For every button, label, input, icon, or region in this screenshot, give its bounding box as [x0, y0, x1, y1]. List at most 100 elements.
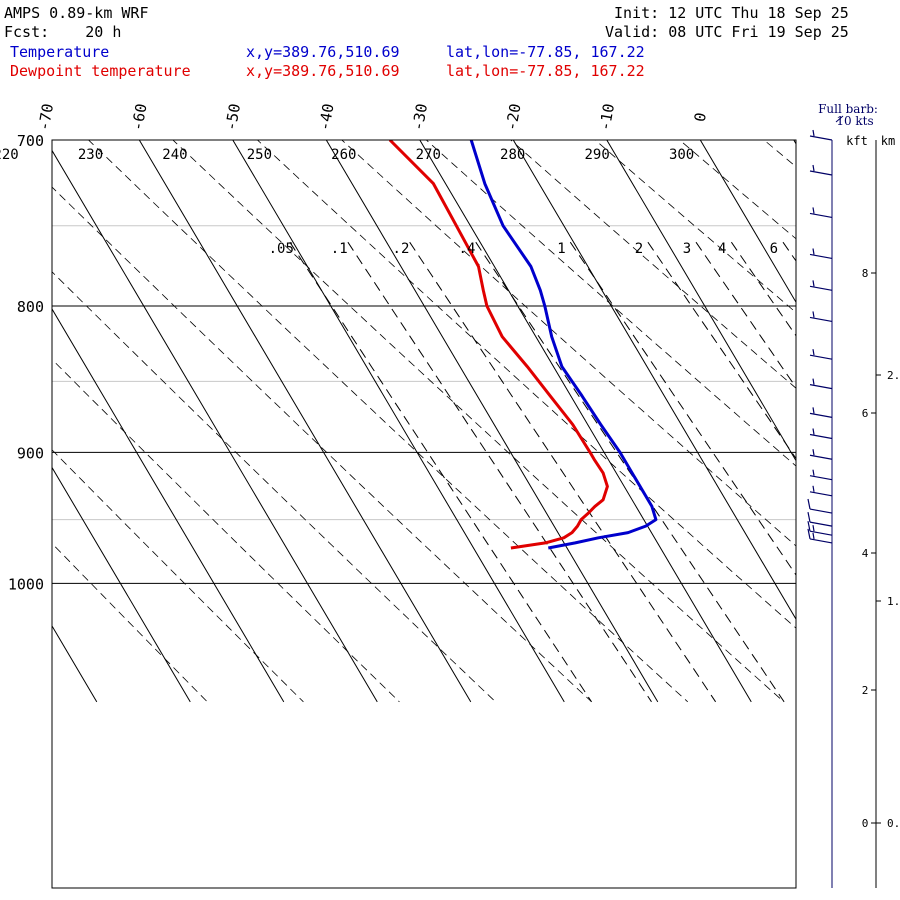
wind-barb-half	[812, 449, 815, 456]
dry-adiabat-line	[52, 186, 592, 703]
dry-adiabat-label: 300	[669, 147, 694, 163]
kft-tick-label: 0	[862, 817, 869, 830]
wind-barb-half	[812, 407, 815, 414]
kft-tick-label: 4	[862, 547, 869, 560]
isotherm-line	[512, 140, 796, 621]
pressure-tick-label: 800	[17, 298, 44, 316]
wind-barb-half	[812, 428, 815, 435]
dry-adiabat-line	[52, 449, 304, 703]
dry-adiabat-line	[87, 140, 688, 703]
mixing-ratio-label: 1	[557, 241, 565, 257]
mixing-ratio-label: 3	[683, 241, 691, 257]
isotherm-label: -30	[409, 102, 431, 132]
wind-barb-staff	[809, 135, 833, 141]
mixing-ratio-line	[782, 241, 796, 262]
wind-barb-staff	[809, 508, 833, 514]
kft-tick-label: 2	[862, 684, 869, 697]
mixing-ratio-label: 2	[635, 241, 643, 257]
legend-temperature-latlon: lat,lon=-77.85, 167.22	[446, 43, 645, 61]
wind-barb	[809, 449, 833, 460]
km-tick-label: 1.	[887, 595, 900, 608]
barb-legend-sample	[835, 115, 844, 123]
pressure-tick-label: 900	[17, 444, 44, 462]
wind-barb	[809, 428, 833, 440]
wind-barb-half	[812, 349, 815, 356]
dry-adiabat-line	[341, 140, 796, 547]
wind-barb-half	[812, 532, 815, 540]
legend-dewpoint-label: Dewpoint temperature	[10, 62, 191, 80]
wind-barb	[809, 469, 833, 481]
mixing-ratio-line	[347, 241, 652, 703]
wind-barb-half	[812, 311, 815, 318]
wind-barb	[807, 511, 833, 527]
wind-barb-half	[812, 129, 815, 137]
km-axis-title: km	[881, 134, 895, 148]
wind-barb	[809, 378, 833, 390]
isotherm-label: -20	[502, 102, 524, 132]
wind-barb	[809, 407, 833, 418]
wind-barb	[809, 485, 833, 497]
dry-adiabat-line	[510, 140, 796, 389]
isotherm-label: -50	[222, 102, 244, 132]
isotherm-line	[419, 140, 752, 703]
mixing-ratio-label: .4	[459, 241, 476, 257]
wind-barb-staff	[809, 475, 833, 481]
kft-tick-label: 8	[862, 267, 869, 280]
wind-barb	[809, 129, 833, 141]
isotherm-label: -60	[128, 102, 150, 132]
wind-barb-staff	[809, 530, 833, 536]
dry-adiabat-line	[172, 140, 785, 703]
mixing-ratio-label: .2	[393, 241, 410, 257]
valid-time: Valid: 08 UTC Fri 19 Sep 25	[605, 23, 849, 41]
wind-barb-half	[812, 485, 815, 492]
legend-dewpoint-xy: x,y=389.76,510.69	[246, 62, 400, 80]
mixing-ratio-line	[647, 241, 796, 460]
isotherm-label: -70	[35, 102, 57, 132]
wind-barb-staff	[809, 454, 833, 460]
isotherm-line	[606, 140, 796, 462]
wind-barb	[809, 349, 833, 360]
wind-barb-staff	[809, 170, 833, 176]
wind-barb-half	[812, 248, 815, 255]
temperature-profile-line	[469, 140, 658, 550]
mixing-ratio-label: 6	[770, 241, 778, 257]
mixing-ratio-label: 4	[718, 241, 726, 257]
wind-barb-full	[807, 521, 811, 532]
forecast-hour: Fcst: 20 h	[4, 23, 122, 41]
wind-barb-staff	[809, 354, 833, 360]
wind-barb-half	[812, 280, 815, 287]
wind-barb-staff	[809, 212, 833, 219]
legend-temperature-xy: x,y=389.76,510.69	[246, 43, 400, 61]
isotherm-line	[52, 466, 191, 703]
isotherm-line	[793, 140, 796, 145]
wind-barb-staff	[809, 285, 833, 291]
mixing-ratio-line	[289, 241, 592, 703]
wind-barb	[807, 498, 833, 514]
barb-legend-speed: 10 kts	[836, 114, 873, 128]
wind-barb-full	[807, 498, 811, 510]
wind-barb	[807, 521, 833, 536]
kft-tick-label: 6	[862, 407, 869, 420]
kft-axis-title: kft	[846, 134, 868, 148]
legend-dewpoint-latlon: lat,lon=-77.85, 167.22	[446, 62, 645, 80]
wind-barb-full	[807, 511, 811, 523]
init-time: Init: 12 UTC Thu 18 Sep 25	[614, 4, 849, 22]
wind-barb	[807, 528, 833, 544]
isotherm-line	[325, 140, 659, 703]
isotherm-label: -10	[596, 102, 618, 132]
dry-adiabat-line	[52, 542, 208, 703]
wind-barb-half	[812, 378, 815, 385]
isotherm-label: 0	[691, 111, 710, 123]
wind-barb	[809, 164, 833, 176]
isotherm-line	[138, 140, 472, 703]
isotherm-line	[52, 307, 285, 703]
wind-barb-staff	[809, 253, 833, 260]
dry-adiabat-label: 240	[162, 147, 187, 163]
isotherm-label: -40	[315, 102, 337, 132]
mixing-ratio-line	[409, 241, 717, 703]
dry-adiabat-line	[594, 140, 796, 314]
mixing-ratio-label: .1	[331, 241, 348, 257]
isotherm-line	[232, 140, 565, 703]
dry-adiabat-line	[52, 271, 496, 703]
dry-adiabat-label: 250	[247, 147, 272, 163]
